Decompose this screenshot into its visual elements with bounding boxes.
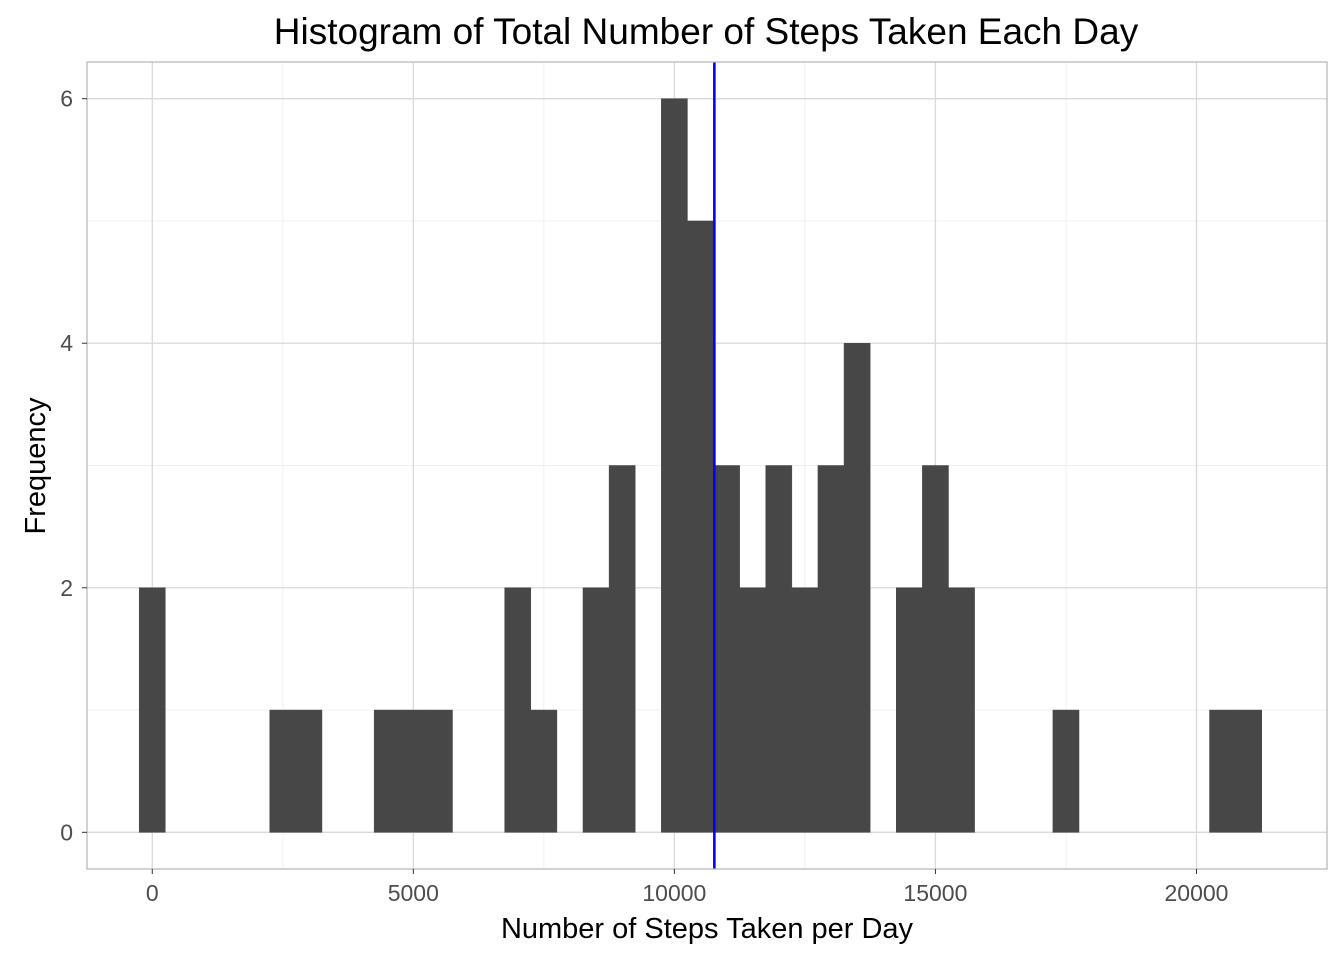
histogram-bar [713, 465, 740, 833]
y-tick-label: 6 [60, 86, 73, 112]
x-tick-label: 5000 [388, 880, 439, 906]
histogram-bar [582, 587, 610, 833]
histogram-bar [400, 709, 427, 833]
y-axis-title: Frequency [20, 397, 52, 535]
x-axis-title: Number of Steps Taken per Day [501, 913, 914, 945]
histogram-bar [295, 709, 323, 833]
y-tick-label: 2 [60, 575, 73, 601]
histogram-bar [817, 465, 845, 833]
chart-title: Histogram of Total Number of Steps Taken… [274, 11, 1139, 52]
histogram-bar [608, 465, 636, 833]
x-tick-label: 15000 [903, 880, 967, 906]
histogram-bar [504, 587, 532, 833]
histogram-bar [896, 587, 923, 833]
y-tick-label: 4 [60, 330, 73, 356]
histogram-bar [687, 220, 714, 833]
histogram-bar [948, 587, 975, 833]
histogram-bars [138, 98, 1262, 833]
x-axis-ticks: 0 5000 10000 15000 20000 [146, 869, 1228, 906]
histogram-bar [1235, 709, 1262, 833]
x-tick-label: 10000 [642, 880, 706, 906]
histogram-bar [791, 587, 819, 833]
histogram-bar [765, 465, 793, 833]
histogram-bar [138, 587, 166, 833]
x-tick-label: 0 [146, 880, 159, 906]
histogram-bar [373, 709, 401, 833]
histogram-bar [739, 587, 766, 833]
histogram-bar [1052, 709, 1080, 833]
histogram-bar [269, 709, 297, 833]
x-tick-label: 20000 [1164, 880, 1228, 906]
histogram-bar [843, 342, 871, 833]
y-tick-label: 0 [60, 819, 73, 845]
histogram-bar [922, 465, 949, 833]
y-axis-ticks: 0 2 4 6 [60, 86, 87, 845]
histogram-bar [1209, 709, 1236, 833]
histogram-bar [530, 709, 558, 833]
histogram-bar [661, 98, 688, 833]
histogram-bar [426, 709, 453, 833]
plot-panel-border [86, 61, 1328, 870]
